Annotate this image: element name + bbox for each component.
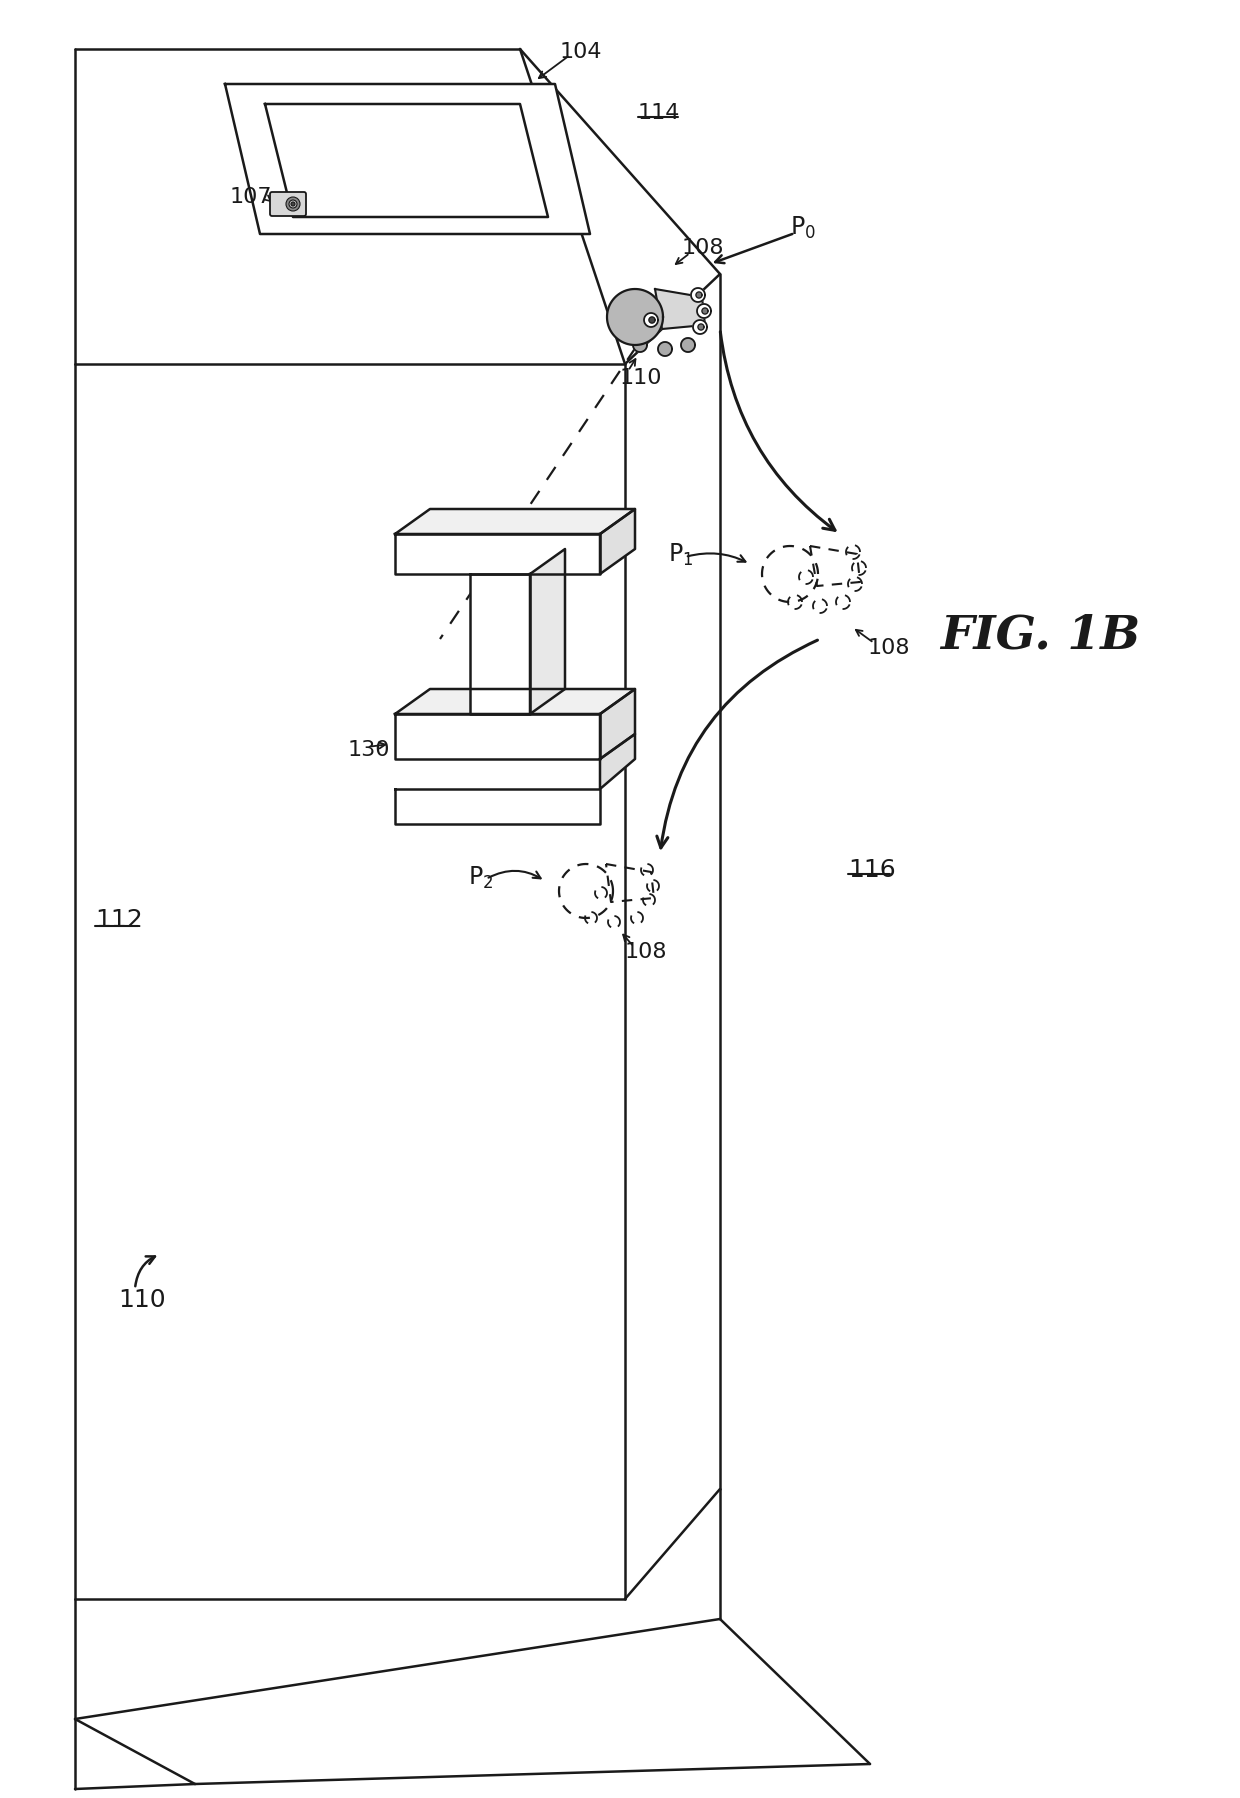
Polygon shape bbox=[681, 338, 694, 352]
Polygon shape bbox=[265, 104, 548, 218]
Polygon shape bbox=[655, 289, 706, 329]
Circle shape bbox=[286, 198, 300, 212]
Text: 114: 114 bbox=[639, 102, 681, 122]
Polygon shape bbox=[396, 509, 635, 534]
Polygon shape bbox=[396, 789, 600, 825]
Polygon shape bbox=[697, 306, 711, 318]
Text: 110: 110 bbox=[118, 1287, 166, 1311]
Text: 108: 108 bbox=[682, 237, 724, 257]
FancyArrowPatch shape bbox=[657, 640, 817, 849]
Text: 112: 112 bbox=[95, 908, 143, 931]
Polygon shape bbox=[698, 325, 704, 331]
FancyBboxPatch shape bbox=[270, 192, 306, 218]
Text: 110: 110 bbox=[620, 369, 662, 388]
Polygon shape bbox=[600, 735, 635, 789]
Text: 116: 116 bbox=[848, 858, 895, 881]
Text: 104: 104 bbox=[560, 41, 603, 61]
Polygon shape bbox=[649, 318, 655, 324]
Polygon shape bbox=[632, 338, 647, 352]
Polygon shape bbox=[608, 289, 663, 345]
Polygon shape bbox=[644, 315, 658, 327]
Polygon shape bbox=[224, 85, 590, 236]
Polygon shape bbox=[696, 293, 702, 298]
Polygon shape bbox=[470, 575, 529, 714]
Polygon shape bbox=[658, 343, 672, 356]
Text: P$_2$: P$_2$ bbox=[467, 865, 494, 890]
Polygon shape bbox=[702, 309, 708, 315]
Text: 108: 108 bbox=[625, 942, 667, 962]
Text: P$_1$: P$_1$ bbox=[668, 541, 693, 568]
Polygon shape bbox=[529, 550, 565, 714]
Text: 107: 107 bbox=[229, 187, 273, 207]
Text: 108: 108 bbox=[868, 638, 910, 658]
Polygon shape bbox=[691, 289, 706, 302]
Text: FIG. 1B: FIG. 1B bbox=[940, 611, 1140, 658]
Polygon shape bbox=[396, 714, 600, 759]
Circle shape bbox=[289, 201, 298, 209]
Polygon shape bbox=[600, 690, 635, 759]
Polygon shape bbox=[396, 690, 635, 714]
Polygon shape bbox=[693, 320, 707, 334]
Polygon shape bbox=[600, 509, 635, 575]
FancyArrowPatch shape bbox=[720, 333, 835, 530]
Polygon shape bbox=[396, 534, 600, 575]
Text: P$_0$: P$_0$ bbox=[790, 214, 816, 241]
Text: 130: 130 bbox=[348, 739, 391, 759]
Circle shape bbox=[291, 203, 295, 207]
